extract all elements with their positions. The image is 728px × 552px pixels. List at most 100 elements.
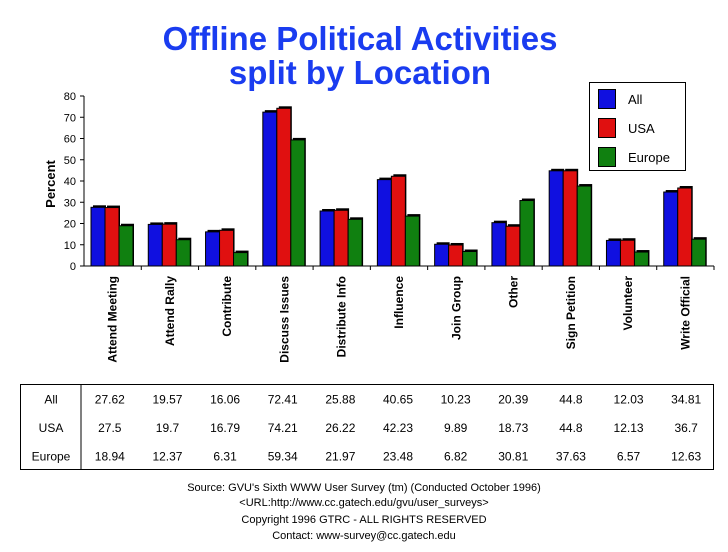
- legend-swatch-usa: [598, 118, 616, 138]
- bar-europe: [633, 251, 649, 267]
- y-tick-label: 50: [64, 155, 76, 167]
- bar-europe: [290, 139, 306, 267]
- table-cell: 19.57: [152, 392, 182, 406]
- x-category-label: Attend Meeting: [106, 276, 120, 363]
- table-cell: 12.13: [614, 421, 644, 435]
- x-category-label: Distribute Info: [335, 276, 349, 357]
- table-cell: 6.31: [213, 450, 237, 464]
- footer-contact: Contact: www-survey@cc.gatech.edu: [272, 530, 456, 542]
- y-tick-label: 70: [64, 112, 76, 124]
- table-cell: 44.8: [559, 392, 583, 406]
- table-cell: 40.65: [383, 392, 413, 406]
- bar-all: [205, 231, 221, 267]
- table-cell: 30.81: [498, 450, 528, 464]
- table-cell: 27.62: [95, 392, 125, 406]
- y-tick-label: 10: [64, 240, 76, 252]
- table-cell: 59.34: [268, 450, 298, 464]
- x-category-label: Discuss Issues: [277, 276, 291, 363]
- y-axis-label: Percent: [43, 159, 58, 207]
- bar-europe: [519, 200, 535, 267]
- table-cell: 12.03: [614, 392, 644, 406]
- bar-all: [605, 239, 621, 267]
- bar-usa: [390, 175, 406, 267]
- table-cell: 44.8: [559, 421, 583, 435]
- y-tick-label: 30: [64, 197, 76, 209]
- bar-usa: [505, 225, 521, 267]
- y-tick-label: 80: [64, 91, 76, 103]
- table-cell: 16.79: [210, 421, 240, 435]
- legend-label-usa: USA: [628, 121, 655, 136]
- bar-europe: [691, 238, 707, 267]
- table-cell: 12.63: [671, 450, 701, 464]
- table-cell: 18.94: [95, 450, 125, 464]
- table-cell: 34.81: [671, 392, 701, 406]
- bar-all: [90, 206, 106, 267]
- x-category-label: Volunteer: [621, 276, 635, 331]
- bar-europe: [576, 185, 592, 267]
- x-category-label: Other: [507, 276, 521, 308]
- data-table: All 27.62 19.57 16.06 72.41 25.88 40.65 10.23 20…: [20, 384, 714, 470]
- bar-usa: [219, 229, 235, 267]
- bar-europe: [118, 225, 134, 267]
- bar-usa: [448, 244, 464, 267]
- x-category-label: Write Official: [678, 276, 692, 350]
- table-cell: 12.37: [152, 450, 182, 464]
- table-cell: 26.22: [325, 421, 355, 435]
- table-cell: 19.7: [156, 421, 180, 435]
- table-cell: 25.88: [325, 392, 355, 406]
- table-cell: 42.23: [383, 421, 413, 435]
- bar-usa: [562, 170, 578, 267]
- bar-usa: [161, 223, 177, 267]
- x-axis-labels: Attend Meeting Attend Rally Contribute Disc…: [106, 266, 715, 363]
- chart-title-line1: Offline Political Activities: [162, 20, 558, 57]
- bar-usa: [104, 207, 120, 267]
- x-category-label: Join Group: [449, 276, 463, 340]
- bar-europe: [462, 251, 478, 267]
- bar-all: [376, 179, 392, 267]
- bar-usa: [677, 187, 693, 267]
- bar-usa: [276, 107, 292, 267]
- legend: All USA Europe: [589, 82, 686, 171]
- bar-all: [319, 210, 335, 267]
- footer-url: <URL:http://www.cc.gatech.edu/gvu/user_s…: [239, 497, 489, 509]
- table-cell: 74.21: [268, 421, 298, 435]
- x-category-label: Sign Petition: [564, 276, 578, 349]
- y-tick-label: 40: [64, 176, 76, 188]
- legend-label-all: All: [628, 92, 643, 107]
- table-cell: 20.39: [498, 392, 528, 406]
- table-cell: 6.82: [444, 450, 468, 464]
- table-cell: 21.97: [325, 450, 355, 464]
- table-cell: 72.41: [268, 392, 298, 406]
- y-tick-label: 60: [64, 134, 76, 146]
- bar-europe: [404, 215, 420, 267]
- table-cell: 9.89: [444, 421, 468, 435]
- bars-group: [90, 106, 707, 267]
- legend-swatch-europe: [598, 147, 616, 167]
- footer-source: Source: GVU's Sixth WWW User Survey (tm)…: [187, 482, 541, 494]
- bar-all: [663, 191, 679, 267]
- table-row-label: All: [44, 392, 57, 406]
- table-cell: 37.63: [556, 450, 586, 464]
- bar-all: [434, 243, 450, 267]
- table-cell: 36.7: [675, 421, 699, 435]
- bar-europe: [233, 252, 249, 267]
- table-cell: 6.57: [617, 450, 641, 464]
- x-category-label: Attend Rally: [163, 276, 177, 346]
- table-cell: 27.5: [98, 421, 122, 435]
- footer-copyright: Copyright 1996 GTRC - ALL RIGHTS RESERVE…: [241, 514, 487, 526]
- x-category-label: Influence: [392, 276, 406, 329]
- bar-usa: [619, 239, 635, 267]
- y-tick-label: 0: [70, 261, 76, 273]
- y-tick-label: 20: [64, 219, 76, 231]
- table-cell: 10.23: [441, 392, 471, 406]
- legend-label-europe: Europe: [628, 150, 670, 165]
- x-category-label: Contribute: [220, 276, 234, 337]
- table-cell: 18.73: [498, 421, 528, 435]
- bar-europe: [175, 239, 191, 267]
- table-row-label: USA: [39, 421, 64, 435]
- bar-all: [491, 222, 507, 267]
- bar-chart: Percent 0 10 20 30 40 50 60 70 80 Attend Meeting…: [43, 91, 715, 363]
- chart-title: Offline Political Activities split by Lo…: [0, 22, 720, 90]
- table-cell: 23.48: [383, 450, 413, 464]
- bar-all: [262, 111, 278, 267]
